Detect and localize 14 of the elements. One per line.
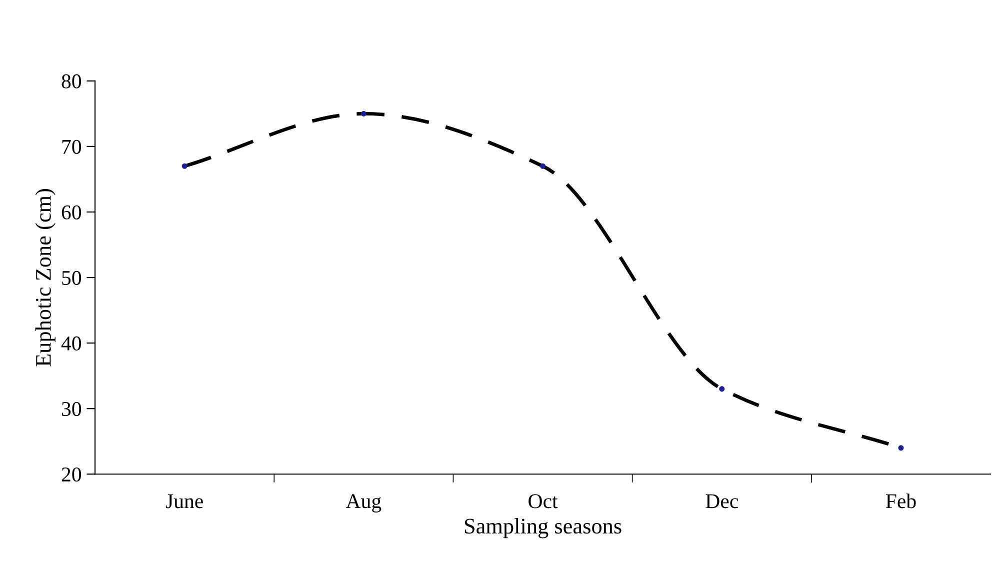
x-tick-label: June [166, 494, 203, 508]
x-axis-title: Sampling seasons [464, 518, 622, 538]
y-tick-label: 60 [62, 205, 82, 220]
x-tick-label: Dec [706, 494, 738, 508]
x-tick-label: Oct [528, 494, 558, 508]
x-tick-label: Feb [886, 494, 916, 508]
y-tick-label: 70 [62, 140, 82, 154]
y-tick-label: 30 [62, 402, 82, 416]
y-tick-label: 20 [62, 468, 82, 482]
y-tick-label: 80 [62, 74, 82, 88]
y-axis-title: Euphotic Zone (cm) [35, 189, 56, 366]
x-tick-label: Aug [346, 494, 382, 512]
y-tick-label: 40 [61, 336, 82, 350]
y-tick-label: 50 [62, 270, 82, 285]
